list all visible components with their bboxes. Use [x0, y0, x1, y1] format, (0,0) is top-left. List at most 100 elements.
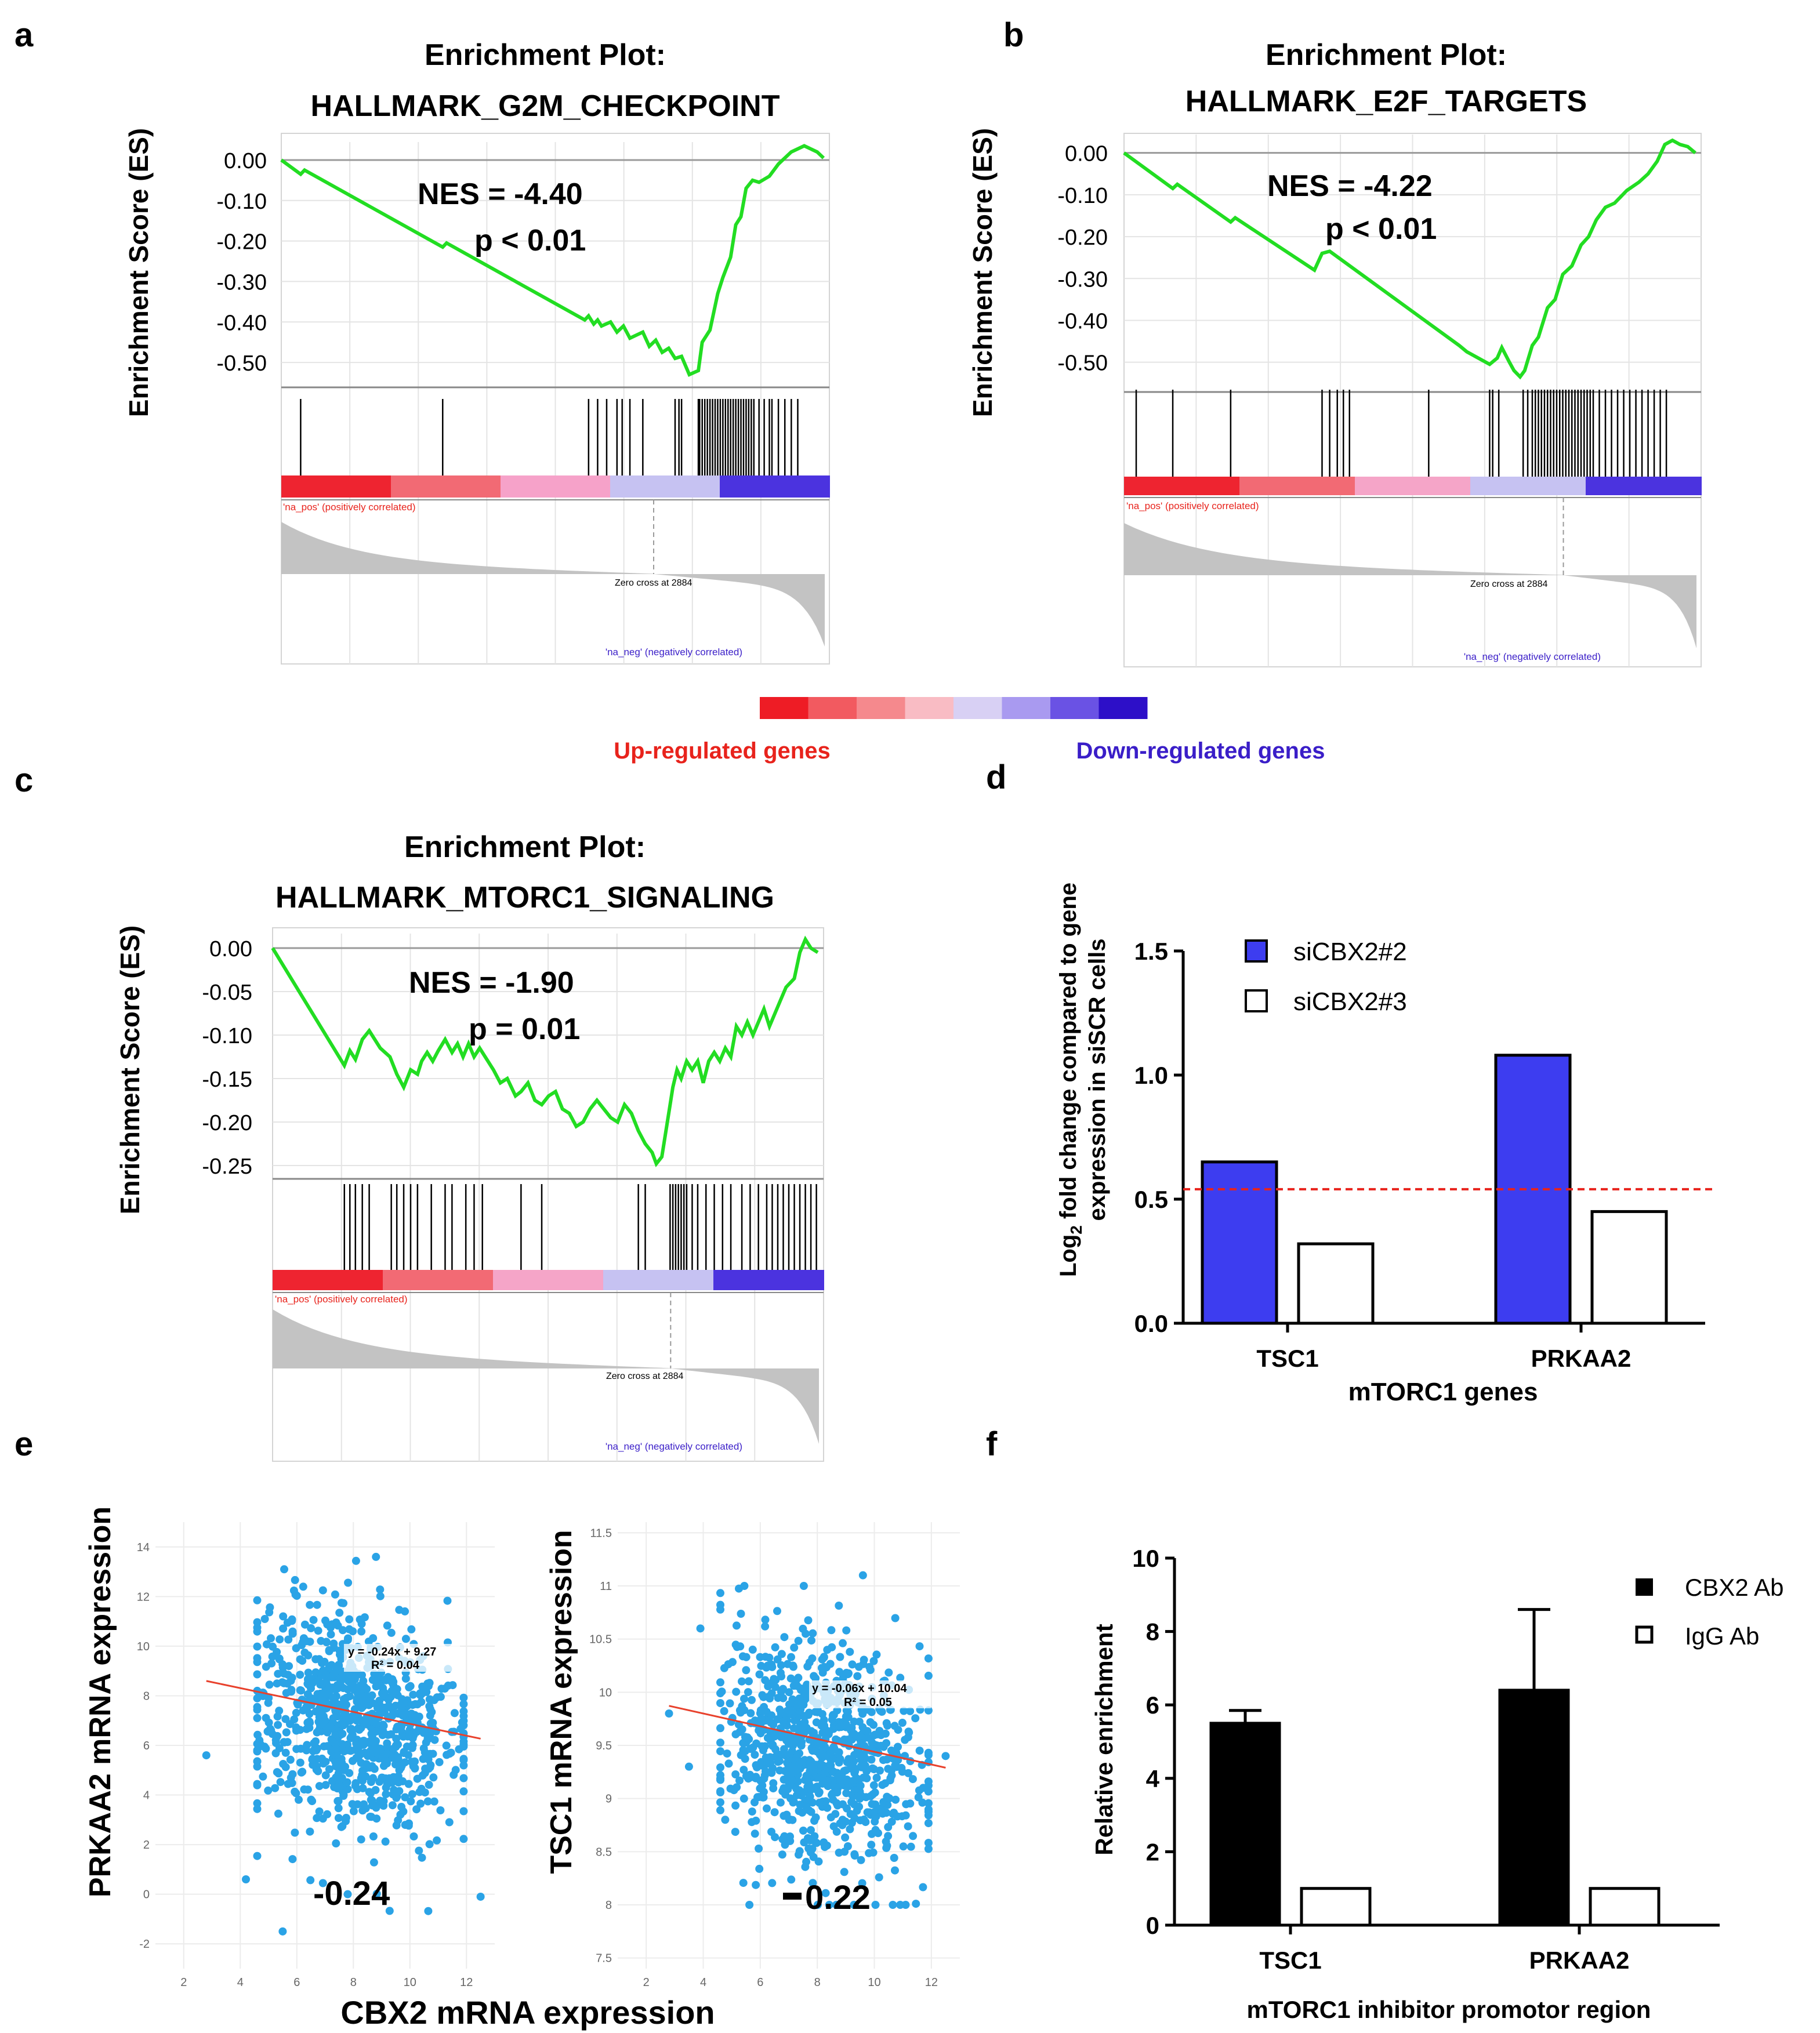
scatter-point	[332, 1773, 340, 1782]
scatter-point	[342, 1814, 350, 1822]
scatter-point	[839, 1639, 847, 1647]
legend-swatch	[857, 697, 905, 719]
scatter-point	[924, 1839, 933, 1847]
scatter-point	[802, 1629, 810, 1638]
scatter-point	[306, 1876, 315, 1885]
scatter-point	[339, 1792, 348, 1800]
scatter-point	[777, 1661, 785, 1669]
scatter-point	[809, 1629, 817, 1638]
scatter-point	[800, 1788, 809, 1796]
panel-e-scatter-tsc1: TSC1 mRNA expression 2 4 6 8 10 12 7.5 8 8.5 9 9.5…	[545, 1522, 960, 1989]
scatter-point	[426, 1730, 434, 1738]
scatter-point	[264, 1698, 273, 1707]
scatter-point	[796, 1800, 804, 1809]
scatter-point	[459, 1761, 468, 1770]
gsea-a-heat-segment	[391, 475, 501, 498]
scatter-point	[827, 1626, 836, 1635]
scatter-point	[716, 1798, 724, 1807]
legend-swatch	[1002, 697, 1051, 719]
scatter-point	[383, 1621, 391, 1630]
scatter-point	[417, 1784, 426, 1793]
scatter-point	[738, 1652, 747, 1661]
scatter-point	[424, 1907, 433, 1915]
scatter-point	[761, 1676, 770, 1685]
x-tick-label: TSC1	[1259, 1947, 1321, 1974]
scatter-point	[267, 1634, 275, 1643]
scatter-point	[751, 1798, 759, 1807]
scatter-point	[313, 1814, 321, 1823]
gsea-a-ytick-label: -0.20	[216, 230, 267, 255]
scatter-point	[891, 1761, 900, 1770]
scatter-point	[716, 1678, 724, 1687]
scatter-point	[849, 1777, 858, 1785]
scatter-point	[738, 1677, 746, 1686]
scatter-point	[884, 1823, 893, 1831]
scatter-point	[716, 1747, 724, 1756]
scatter-point	[329, 1738, 338, 1747]
scatter-point	[924, 1799, 933, 1807]
panel-label-c: c	[14, 761, 33, 799]
scatter-y-tick-label: 8	[143, 1690, 150, 1702]
scatter-point	[371, 1740, 379, 1748]
scatter-point	[382, 1790, 390, 1799]
scatter-point	[295, 1795, 303, 1804]
y-tick-label: 8	[1146, 1618, 1159, 1646]
gsea-a-title-line2: HALLMARK_G2M_CHECKPOINT	[311, 89, 780, 123]
scatter-point	[752, 1880, 760, 1889]
gsea-b-es-curve	[1123, 138, 1696, 380]
gsea-c-ytick-label: 0.00	[209, 937, 252, 961]
scatter-point	[379, 1762, 388, 1770]
scatter-point	[311, 1655, 320, 1664]
scatter-y-tick-label: 10	[137, 1640, 150, 1653]
scatter-point	[385, 1696, 393, 1704]
scatter-point	[871, 1813, 879, 1821]
scatter-point	[260, 1615, 269, 1623]
panel-d-xlabel: mTORC1 genes	[1348, 1378, 1538, 1406]
scatter-point	[735, 1706, 744, 1715]
scatter-point	[802, 1803, 811, 1812]
scatter-point	[202, 1751, 211, 1760]
panel-label-a: a	[14, 16, 34, 54]
scatter-point	[298, 1657, 307, 1665]
scatter-point	[884, 1668, 893, 1677]
scatter-point	[411, 1757, 419, 1766]
scatter-point	[822, 1841, 831, 1850]
scatter-point	[866, 1665, 875, 1674]
scatter-point	[459, 1700, 468, 1708]
scatter-point	[346, 1746, 354, 1755]
scatter-point	[875, 1873, 883, 1882]
scatter-point	[286, 1755, 295, 1764]
scatter-point	[869, 1848, 878, 1857]
gsea-b-ytick-label: 0.00	[1065, 142, 1108, 166]
e2-r-value: 0.22	[805, 1879, 871, 1916]
scatter-point	[308, 1755, 317, 1763]
scatter-point	[732, 1687, 741, 1696]
scatter-point	[911, 1714, 920, 1723]
scatter-point	[372, 1814, 381, 1823]
scatter-point	[716, 1787, 724, 1796]
scatter-point	[279, 1624, 288, 1633]
scatter-point	[288, 1617, 296, 1625]
e2-trend-line	[669, 1705, 946, 1769]
scatter-point	[829, 1711, 838, 1719]
scatter-point	[751, 1829, 759, 1838]
scatter-point	[823, 1646, 832, 1654]
scatter-point	[364, 1738, 373, 1746]
scatter-point	[351, 1556, 360, 1565]
scatter-point	[912, 1900, 920, 1908]
panel-label-f: f	[986, 1425, 998, 1463]
scatter-point	[279, 1760, 288, 1768]
scatter-x-tick-label: 2	[643, 1976, 650, 1989]
scatter-point	[426, 1705, 434, 1713]
scatter-point	[433, 1836, 441, 1845]
gsea-b-hits	[1135, 390, 1667, 477]
scatter-point	[451, 1766, 460, 1774]
scatter-point	[800, 1776, 809, 1784]
scatter-point	[357, 1620, 366, 1628]
scatter-point	[419, 1744, 428, 1753]
scatter-point	[818, 1750, 826, 1759]
scatter-point	[821, 1889, 830, 1897]
scatter-point	[746, 1770, 755, 1779]
scatter-point	[821, 1797, 830, 1806]
gsea-b-zero-cross: Zero cross at 2884	[1470, 579, 1548, 589]
